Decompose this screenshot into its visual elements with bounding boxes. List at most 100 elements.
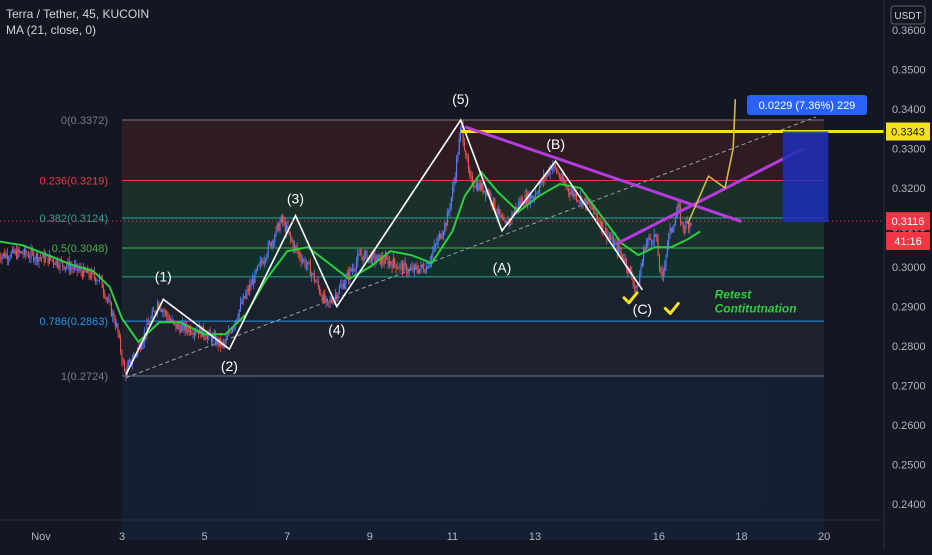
candle-body: [541, 180, 543, 183]
candle-body: [241, 302, 243, 304]
candle-body: [434, 244, 437, 246]
candle-body: [312, 273, 314, 274]
candle-body: [378, 254, 380, 256]
candle-body: [33, 252, 35, 261]
candle-body: [632, 278, 634, 286]
candle-body: [37, 253, 39, 262]
candle-body: [141, 346, 143, 350]
candle-body: [648, 237, 650, 241]
candle-body: [685, 221, 687, 230]
candle-body: [229, 331, 231, 333]
candle-body: [116, 323, 118, 327]
candle-body: [337, 293, 339, 299]
candle-body: [341, 283, 343, 286]
symbol-title[interactable]: Terra / Tether, 45, KUCOIN: [6, 7, 150, 21]
candle-body: [180, 325, 182, 333]
candle-body: [528, 193, 530, 203]
candle-body: [458, 138, 460, 155]
candle-body: [587, 199, 589, 204]
candle-body: [395, 264, 397, 269]
candle-body: [226, 335, 228, 339]
currency-box: [890, 5, 926, 25]
candle-body: [519, 202, 521, 204]
candle-body: [438, 233, 441, 238]
candle-body: [371, 252, 373, 263]
candle-body: [332, 302, 334, 303]
candle-body: [661, 270, 663, 276]
indicator-label[interactable]: MA (21, close, 0): [6, 23, 97, 37]
candle-body: [583, 198, 585, 201]
candle-body: [83, 266, 85, 277]
candle-body: [483, 190, 485, 193]
candle-body: [163, 310, 165, 312]
candle-body: [97, 280, 99, 281]
candle-body: [300, 257, 302, 262]
candle-body: [673, 225, 675, 229]
candle-body: [286, 225, 288, 232]
candle-body: [419, 268, 421, 273]
y-tick-label: 0.3000: [892, 262, 926, 274]
x-tick-label: 13: [529, 531, 541, 543]
candle-body: [481, 183, 483, 190]
candle-body: [490, 193, 492, 202]
candle-body: [8, 258, 10, 260]
candle-body: [578, 200, 580, 202]
candle-body: [282, 215, 284, 222]
fib-level-label: 0.236(0.3219): [40, 175, 109, 187]
candle-body: [430, 254, 433, 262]
candle-body: [325, 298, 327, 302]
candle-body: [585, 198, 587, 208]
candle-body: [253, 279, 255, 284]
candle-body: [156, 302, 159, 312]
candle-body: [263, 260, 265, 264]
candle-body: [453, 182, 455, 188]
candle-body: [610, 237, 612, 240]
candle-body: [353, 268, 355, 270]
candle-body: [390, 261, 392, 264]
candle-body: [687, 222, 690, 229]
candle-body: [278, 223, 280, 231]
candle-body: [149, 324, 151, 326]
candle-body: [462, 125, 464, 142]
candle-body: [267, 243, 269, 256]
candle-body: [213, 334, 215, 337]
fibonacci-retracement: 0(0.3372) 0.236(0.3219) 0.382(0.3124) 0.5(0…: [40, 115, 825, 540]
candle-body: [577, 200, 579, 202]
measure-label: 0.0229 (7.36%) 229: [759, 100, 856, 112]
price-axis-bg: [884, 0, 932, 550]
candle-body: [189, 327, 192, 334]
candle-body: [388, 261, 390, 266]
candle-body: [357, 254, 359, 262]
candle-body: [615, 242, 617, 244]
candle-body: [674, 218, 676, 226]
candle-body: [124, 362, 126, 372]
candle-body: [672, 228, 674, 232]
x-tick-label: 16: [653, 531, 665, 543]
candle-body: [409, 269, 412, 270]
candle-body: [77, 269, 80, 271]
candle-body: [12, 248, 14, 253]
candle-body: [160, 309, 163, 313]
price-badge: [886, 212, 930, 231]
candle-body: [620, 252, 622, 255]
candle-body: [477, 183, 479, 191]
candle-body: [465, 150, 467, 158]
candle-body: [104, 292, 106, 298]
candle-body: [653, 234, 655, 243]
candle-body: [34, 259, 36, 261]
candle-body: [520, 197, 522, 204]
candle-body: [255, 269, 257, 271]
candle-body: [88, 268, 90, 276]
candle-body: [600, 221, 603, 228]
candle-body: [660, 268, 662, 271]
candle-body: [290, 233, 292, 239]
candle-body: [113, 312, 115, 322]
candle-body: [396, 267, 398, 269]
candle-body: [188, 327, 190, 333]
wave-label: (C): [633, 301, 652, 317]
candle-body: [649, 237, 651, 240]
candle-body: [644, 248, 646, 250]
candle-body: [618, 246, 620, 253]
candle-body: [445, 222, 447, 226]
